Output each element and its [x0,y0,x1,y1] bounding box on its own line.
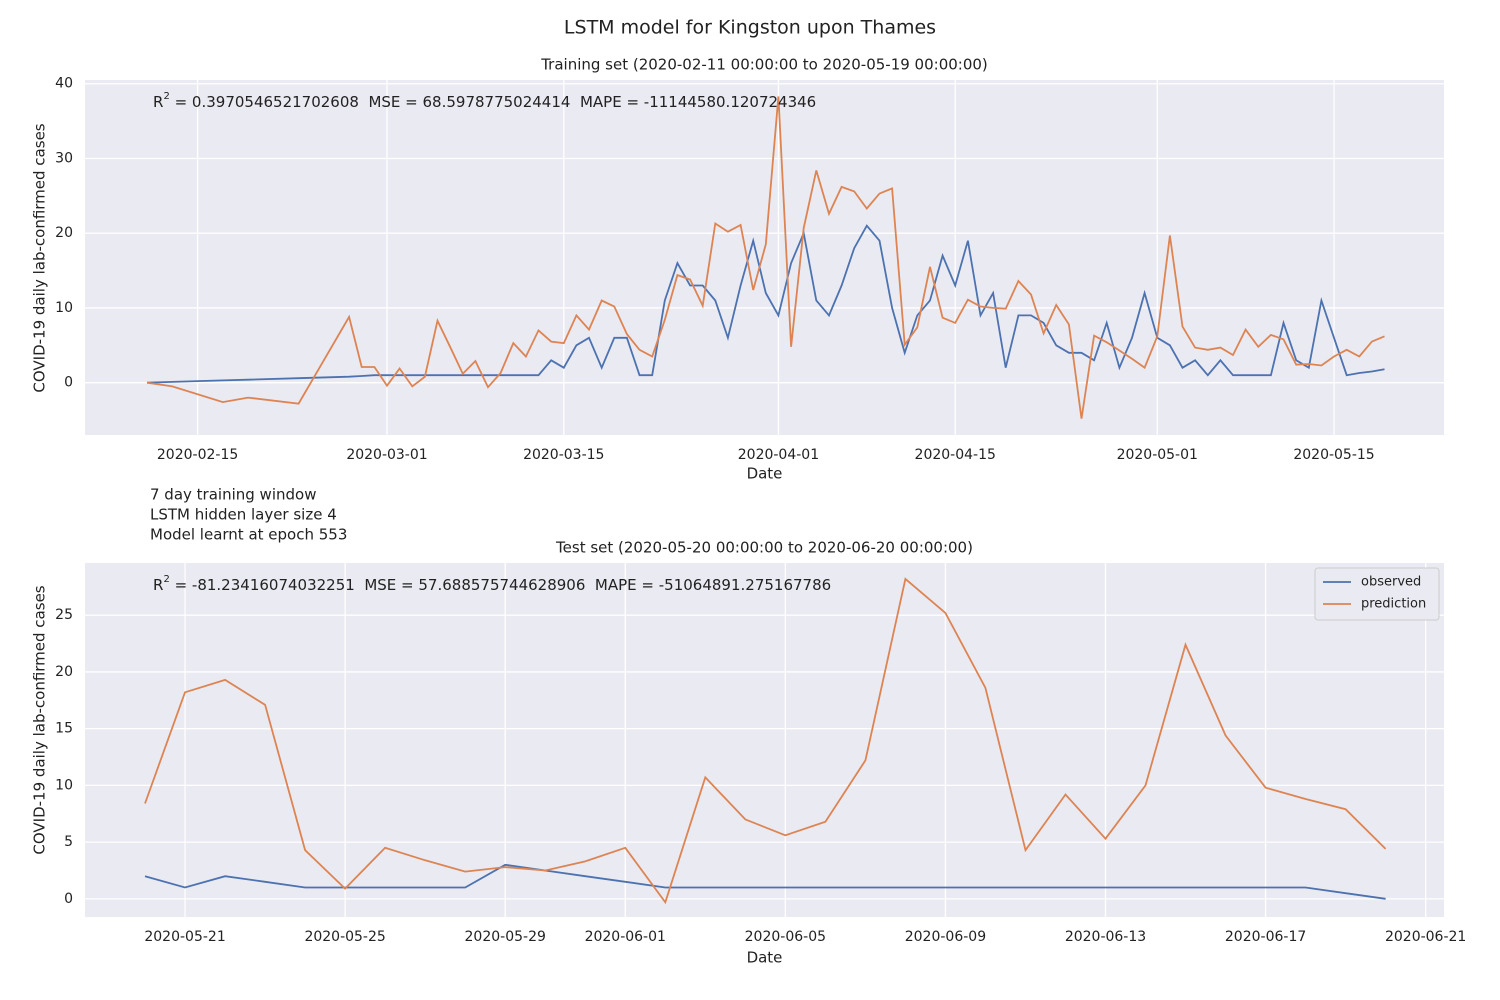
y-tick-label: 25 [55,607,73,623]
note: 7 day training window [150,486,316,504]
subplot-title: Test set (2020-05-20 00:00:00 to 2020-06… [555,539,973,557]
legend-label: observed [1361,575,1421,590]
x-tick-label: 2020-05-15 [1293,447,1374,463]
subplot-title: Training set (2020-02-11 00:00:00 to 202… [540,56,988,74]
data-line [146,96,1385,419]
x-tick-label: 2020-02-15 [157,447,238,463]
y-tick-label: 0 [64,375,73,391]
plot-area [85,80,1444,435]
x-axis-label: Date [747,465,783,483]
data-line [147,224,1385,384]
plot-area [85,563,1444,917]
x-tick-label: 2020-03-15 [523,447,604,463]
stats-annotation: R2 = 0.3970546521702608 MSE = 68.5978775… [153,91,816,111]
x-tick-label: 2020-05-25 [304,929,385,945]
y-tick-label: 40 [55,76,73,92]
x-tick-label: 2020-03-01 [346,447,427,463]
x-tick-label: 2020-05-29 [465,929,546,945]
stats-symbol: R [153,93,163,111]
y-tick-label: 15 [55,721,73,737]
y-axis-label: COVID-19 daily lab-confirmed cases [31,585,49,854]
stats-text: = -81.23416074032251 MSE = 57.6885757446… [170,576,831,594]
y-tick-label: 10 [55,300,73,316]
x-tick-label: 2020-06-09 [905,929,986,945]
x-tick-label: 2020-04-01 [738,447,819,463]
x-tick-label: 2020-06-13 [1065,929,1146,945]
x-tick-label: 2020-06-21 [1385,929,1466,945]
y-tick-label: 10 [55,777,73,793]
stats-superscript: 2 [163,574,169,585]
stats-symbol: R [153,576,163,594]
stats-text: = 0.3970546521702608 MSE = 68.5978775024… [170,93,816,111]
figure-title: LSTM model for Kingston upon Thames [564,17,936,39]
stats-superscript: 2 [163,91,169,102]
y-tick-label: 20 [55,664,73,680]
y-tick-label: 30 [55,150,73,166]
y-tick-label: 20 [55,225,73,241]
note: Model learnt at epoch 553 [150,526,347,544]
note: LSTM hidden layer size 4 [150,506,337,524]
legend-box [1314,567,1440,621]
y-tick-label: 0 [64,891,73,907]
stats-annotation: R2 = -81.23416074032251 MSE = 57.6885757… [153,574,831,594]
x-axis-label: Date [747,949,783,967]
x-tick-label: 2020-06-05 [745,929,826,945]
legend-label: prediction [1361,597,1426,612]
x-tick-label: 2020-06-01 [585,929,666,945]
data-line [144,577,1387,905]
x-tick-label: 2020-06-17 [1225,929,1306,945]
y-tick-label: 5 [64,834,73,850]
x-tick-label: 2020-04-15 [915,447,996,463]
x-tick-label: 2020-05-01 [1117,447,1198,463]
x-tick-label: 2020-05-21 [144,929,225,945]
y-axis-label: COVID-19 daily lab-confirmed cases [31,123,49,392]
data-line [144,863,1386,900]
